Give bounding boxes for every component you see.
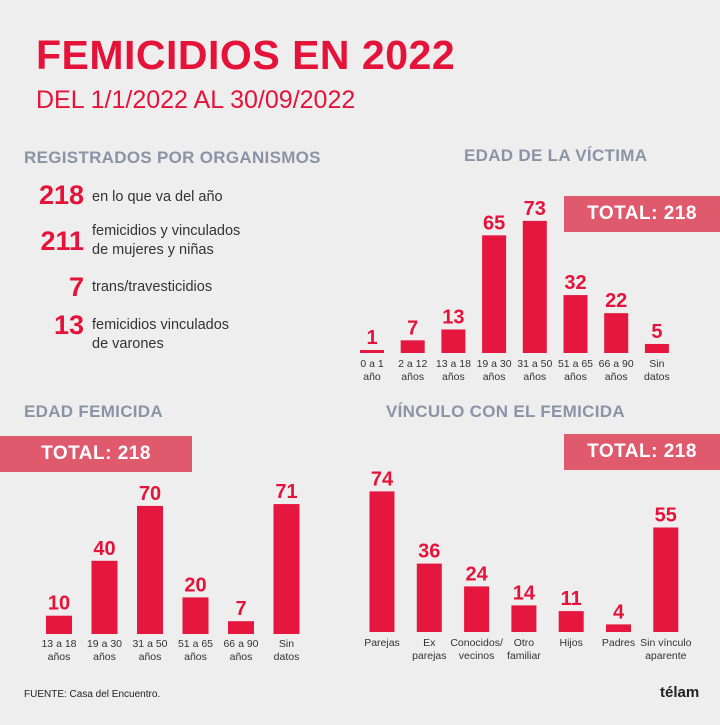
category-label: 31 a 50 años	[517, 358, 552, 383]
category-label: 13 a 18 años	[41, 638, 76, 663]
category-label: Ex parejas	[412, 637, 446, 662]
page-title: FEMICIDIOS EN 2022	[36, 32, 456, 78]
category-label: Sin vínculo aparente	[640, 637, 692, 662]
telam-logo: télam	[660, 684, 700, 701]
bar	[558, 611, 584, 632]
registrados-heading: REGISTRADOS POR ORGANISMOS	[24, 148, 321, 167]
source-note: FUENTE: Casa del Encuentro.	[24, 689, 161, 700]
data-label: 22	[605, 290, 627, 312]
bar	[511, 605, 537, 632]
data-label: 32	[564, 272, 586, 294]
chart-femicida-title: EDAD FEMICIDA	[24, 402, 163, 421]
category-label: 51 a 65 años	[178, 638, 213, 663]
data-label: 24	[465, 563, 488, 585]
category-label: 13 a 18 años	[436, 358, 471, 383]
bar	[46, 615, 72, 634]
category-label: Sin datos	[274, 638, 300, 663]
data-label: 13	[442, 306, 464, 328]
category-label: Sin datos	[644, 358, 670, 383]
data-label: 71	[275, 481, 297, 503]
data-label: 74	[371, 468, 394, 490]
stat-value: 218	[38, 180, 84, 210]
bar	[182, 597, 209, 634]
category-label: 66 a 90 años	[599, 358, 634, 383]
stat-value: 13	[53, 310, 84, 340]
data-label: 65	[483, 212, 505, 234]
data-label: 5	[651, 321, 662, 343]
data-label: 73	[524, 198, 546, 220]
page-subtitle: DEL 1/1/2022 AL 30/09/2022	[36, 86, 356, 114]
category-label: 66 a 90 años	[223, 638, 258, 663]
category-label: 19 a 30 años	[87, 638, 122, 663]
stat-value: 7	[68, 272, 84, 302]
data-label: 70	[139, 483, 161, 505]
bar	[416, 563, 442, 632]
data-label: 4	[613, 601, 625, 623]
stat-value: 211	[40, 226, 84, 256]
bar	[228, 621, 254, 634]
bar	[482, 235, 507, 353]
data-label: 40	[93, 538, 115, 560]
bar	[464, 586, 490, 632]
data-label: 55	[655, 505, 677, 527]
bar	[91, 560, 118, 634]
category-label: 31 a 50 años	[132, 638, 167, 663]
category-label: Padres	[602, 637, 635, 649]
data-label: 7	[235, 598, 246, 620]
category-label: 0 a 1 año	[360, 358, 384, 383]
bar	[360, 350, 384, 353]
bar	[441, 329, 466, 353]
data-label: 20	[184, 574, 206, 596]
category-label: Otro familiar	[507, 637, 541, 662]
data-label: 36	[418, 541, 440, 563]
category-label: Hijos	[560, 637, 583, 649]
data-label: 1	[366, 327, 377, 349]
bar	[137, 505, 163, 634]
category-label: 2 a 12 años	[398, 358, 427, 383]
bar	[522, 220, 547, 353]
bar	[563, 295, 588, 353]
data-label: 7	[407, 317, 418, 339]
chart-victima-title: EDAD DE LA VÍCTIMA	[464, 146, 648, 165]
bar	[604, 313, 629, 353]
bar	[653, 527, 679, 632]
chart-vinculo-title: VÍNCULO CON EL FEMICIDA	[386, 402, 625, 421]
data-label: 14	[513, 582, 536, 604]
bar	[273, 504, 300, 634]
data-label: 10	[48, 593, 70, 615]
stat-label: en lo que va del año	[92, 189, 223, 205]
chart-victima-total: TOTAL: 218	[564, 196, 720, 232]
bar	[400, 340, 425, 353]
chart-femicida-total: TOTAL: 218	[0, 436, 192, 472]
category-label: Conocidos/vecinos	[450, 637, 503, 662]
category-label: Parejas	[364, 637, 400, 649]
category-label: 51 a 65 años	[558, 358, 593, 383]
stat-label: trans/travesticidios	[92, 279, 213, 295]
bar	[369, 491, 395, 632]
stat-label: femicidios vinculados de varones	[92, 317, 230, 352]
stat-label: femicidios y vinculados de mujeres y niñ…	[92, 223, 241, 258]
data-label: 11	[561, 588, 582, 610]
chart-vinculo-total: TOTAL: 218	[564, 434, 720, 470]
bar	[644, 343, 669, 353]
category-label: 19 a 30 años	[477, 358, 512, 383]
bar	[606, 624, 631, 632]
